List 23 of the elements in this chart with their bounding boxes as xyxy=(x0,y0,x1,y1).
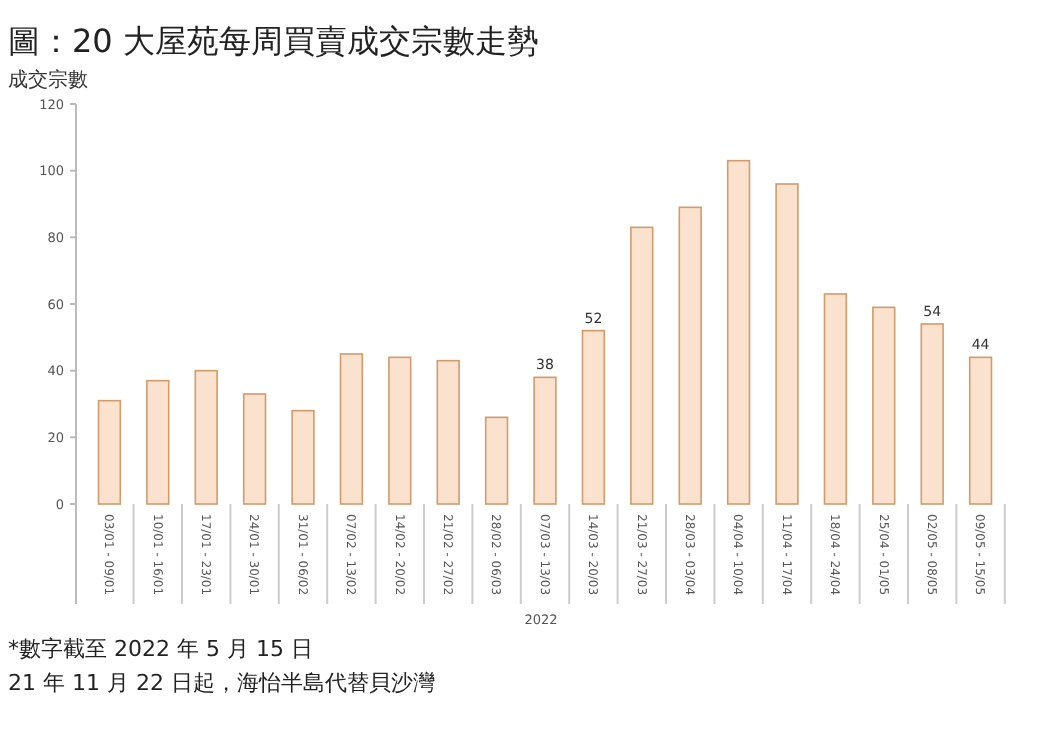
bar xyxy=(146,379,170,505)
text: 21 年 11 月 22 日起，海怡半島代替貝沙灣 xyxy=(8,670,435,696)
bar xyxy=(242,393,267,505)
text: *數字截至 2022 年 5 月 15 日 xyxy=(8,636,313,662)
bar xyxy=(436,359,460,505)
bar xyxy=(388,356,412,505)
bar xyxy=(968,356,993,505)
bar xyxy=(678,206,702,505)
bar xyxy=(726,159,751,505)
bar xyxy=(291,409,315,505)
bar xyxy=(630,226,654,505)
bar xyxy=(339,353,364,505)
bar xyxy=(194,369,218,505)
y-axis-title: 成交宗數 xyxy=(8,68,88,92)
bar xyxy=(872,306,896,505)
bar xyxy=(920,323,944,505)
chart-title: 圖：20 大屋苑每周買賣成交宗數走勢 xyxy=(8,22,539,60)
bar xyxy=(97,399,122,505)
bar xyxy=(775,183,799,505)
bar xyxy=(533,376,557,505)
bar xyxy=(823,293,848,505)
bar xyxy=(581,329,606,505)
bar xyxy=(484,416,509,505)
